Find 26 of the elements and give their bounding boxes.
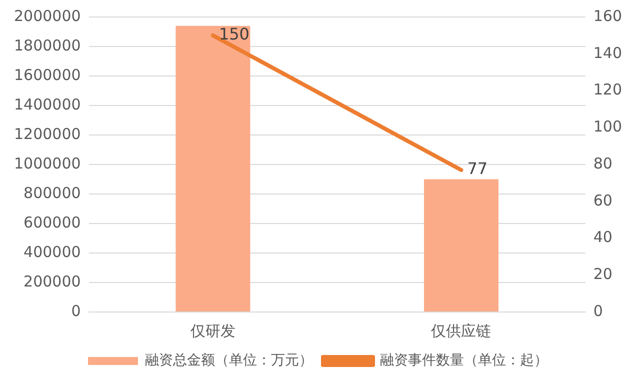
y2-tick-label: 160 <box>593 6 622 25</box>
y2-tick-label: 120 <box>593 80 622 99</box>
data-label: 150 <box>218 24 250 44</box>
y2-tick-label: 40 <box>593 228 612 246</box>
y2-tick-label: 60 <box>593 191 612 210</box>
y-tick-label: 1400000 <box>14 95 81 114</box>
y2-tick-label: 0 <box>593 302 603 320</box>
legend-label: 融资事件数量（单位：起） <box>380 352 548 369</box>
data-label: 77 <box>467 159 488 178</box>
x-tick-label: 仅供应链 <box>431 322 492 340</box>
y-tick-label: 1600000 <box>14 66 81 84</box>
y2-tick-label: 140 <box>593 44 622 62</box>
y-tick-label: 0 <box>71 302 81 320</box>
y2-tick-label: 80 <box>593 154 612 172</box>
y-tick-label: 1200000 <box>14 124 81 143</box>
y-tick-label: 1800000 <box>14 36 81 54</box>
y-tick-label: 2000000 <box>14 6 81 25</box>
y-tick-label: 600000 <box>24 213 81 232</box>
y2-tick-label: 100 <box>593 118 622 136</box>
x-tick-label: 仅研发 <box>190 322 236 340</box>
y2-tick-label: 20 <box>593 265 612 284</box>
y-tick-label: 400000 <box>24 242 81 261</box>
y-tick-label: 800000 <box>24 184 81 202</box>
y-tick-label: 200000 <box>24 272 81 290</box>
legend-label: 融资总金额（单位：万元） <box>145 352 313 369</box>
y-tick-label: 1000000 <box>14 154 81 172</box>
